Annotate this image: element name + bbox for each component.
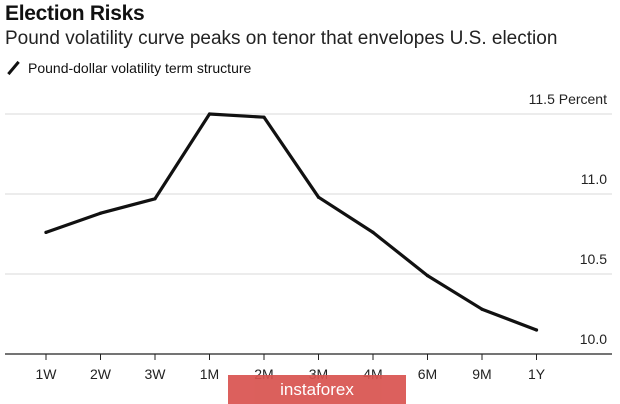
chart-subtitle: Pound volatility curve peaks on tenor th… [5, 28, 558, 49]
data-point [316, 195, 321, 199]
data-point [153, 197, 157, 201]
x-tick-label: 2W [90, 366, 112, 382]
x-tick-label: 1W [36, 366, 58, 382]
x-tick-label: 1M [200, 366, 219, 382]
data-point [98, 211, 103, 215]
legend-label: Pound-dollar volatility term structure [28, 60, 252, 76]
x-tick-label: 6M [418, 366, 437, 382]
y-tick-label: 10.0 [580, 331, 607, 347]
watermark-logo: instaforex [228, 375, 406, 404]
y-tick-label: 11.5 Percent [529, 91, 607, 107]
x-tick-label: 3W [145, 366, 167, 382]
x-tick-label: 9M [472, 366, 491, 382]
x-tick-label: 1Y [528, 366, 546, 382]
data-point [207, 112, 212, 116]
data-point [371, 230, 375, 234]
y-tick-label: 10.5 [580, 251, 607, 267]
data-point [534, 328, 539, 332]
data-point [262, 115, 266, 119]
chart-title: Election Risks [5, 2, 145, 25]
y-tick-label: 11.0 [581, 171, 607, 187]
legend: Pound-dollar volatility term structure [6, 60, 251, 76]
data-point [425, 274, 430, 278]
data-point [44, 230, 48, 234]
data-point [480, 307, 484, 311]
series-line [44, 112, 539, 332]
